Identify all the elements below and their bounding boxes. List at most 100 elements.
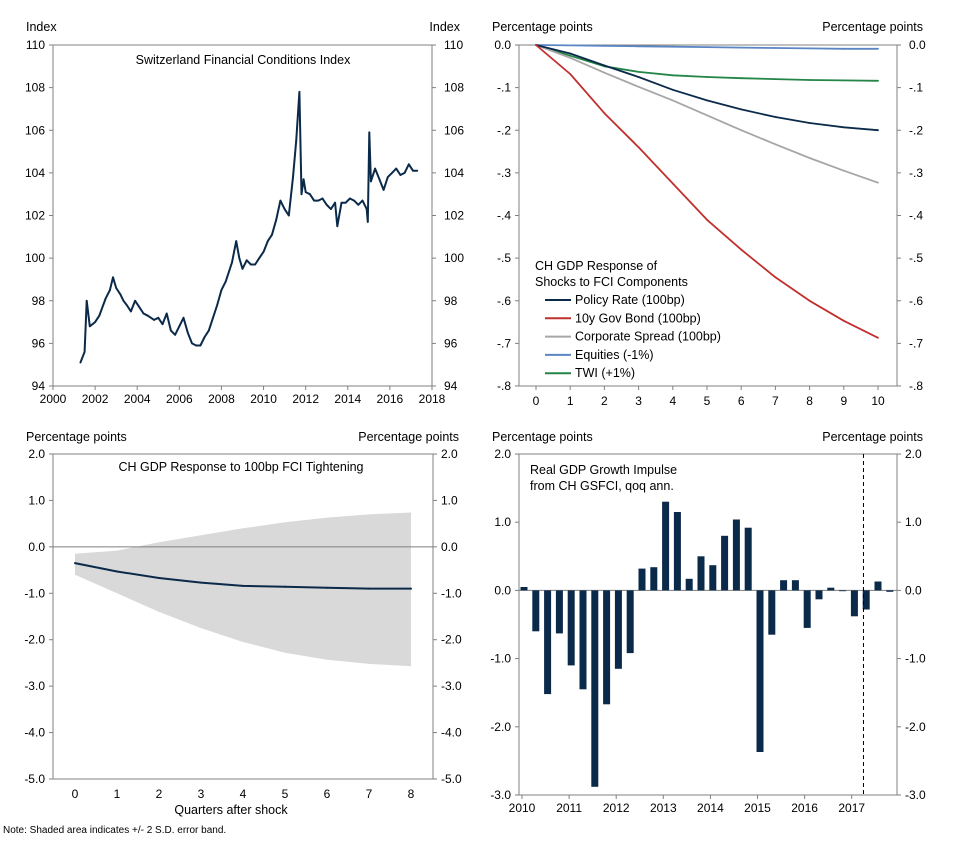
fci-data-point (178, 325, 181, 328)
tightening-y-tick-label: -4.0 (24, 726, 45, 740)
fci-data-point (122, 299, 125, 302)
components-data-point (740, 248, 743, 251)
response-data-point (158, 577, 160, 579)
legend-entry-label: Policy Rate (100bp) (575, 293, 685, 307)
fci-data-point (275, 218, 278, 221)
components-data-point (637, 45, 640, 48)
impulse-y-tick-label: 1.0 (494, 515, 511, 529)
components-y-tick-label: -.6 (497, 294, 511, 308)
components-data-point (569, 73, 572, 75)
impulse-y-tick-label: -1.0 (490, 652, 511, 666)
impulse-bar (721, 535, 729, 591)
fci-y-tick-label-right: 106 (444, 123, 464, 137)
components-left-unit: Percentage points (492, 20, 593, 34)
components-y-tick-label: -.7 (497, 336, 511, 350)
fci-data-point (317, 199, 320, 202)
impulse-bar (803, 590, 811, 628)
fci-y-tick-label: 94 (32, 379, 46, 393)
components-data-point (706, 46, 708, 48)
fci-data-point (374, 167, 376, 170)
fci-data-point (254, 263, 256, 266)
fci-data-point (361, 199, 364, 202)
tightening-y-tick-label-right: -1.0 (441, 586, 462, 600)
components-data-point (671, 99, 674, 102)
components-data-point (671, 182, 674, 185)
tightening-y-tick-label: 1.0 (28, 493, 45, 507)
fci-right-unit: Index (429, 20, 460, 34)
fci-data-point (112, 276, 114, 279)
components-x-tick-label: 8 (806, 394, 813, 408)
fci-data-point (153, 319, 156, 321)
tightening-x-tick-label: 0 (72, 787, 79, 801)
components-series-line (535, 44, 879, 132)
impulse-bar (756, 590, 764, 752)
impulse-bar (732, 519, 740, 591)
components-data-point (740, 129, 743, 132)
tightening-y-tick-label: -5.0 (24, 772, 45, 786)
fci-y-tick-label-right: 104 (444, 166, 464, 180)
fci-data-point (378, 178, 381, 181)
components-y-tick-label-right: -.5 (909, 251, 923, 265)
fci-data-point (266, 240, 269, 243)
response-data-point (368, 587, 370, 590)
components-data-point (706, 99, 708, 102)
fci-y-tick-label-right: 108 (444, 81, 464, 95)
impulse-bar (697, 556, 705, 591)
components-data-point (569, 54, 572, 57)
response-data-point (242, 584, 244, 587)
impulse-bar (591, 590, 599, 787)
fci-data-point (170, 329, 172, 332)
fci-data-point (191, 342, 193, 345)
components-data-point (877, 336, 879, 339)
components-data-point (637, 85, 640, 88)
impulse-bar (626, 590, 634, 654)
impulse-bar (673, 512, 681, 591)
impulse-bar (544, 590, 552, 695)
fci-y-tick-label-right: 98 (444, 294, 458, 308)
legend-entry-label: 10y Gov Bond (100bp) (575, 311, 701, 325)
tightening-y-tick-label-right: 1.0 (441, 493, 458, 507)
components-y-tick-label-right: -.4 (909, 209, 923, 223)
components-data-point (637, 76, 640, 78)
fci-y-tick-label: 96 (32, 336, 46, 350)
impulse-y-tick-label-right: -3.0 (905, 788, 926, 802)
fci-data-point (368, 131, 371, 134)
tightening-x-label: Quarters after shock (174, 803, 288, 817)
fci-data-point (353, 199, 355, 202)
fci-data-point (386, 176, 389, 179)
fci-data-point (199, 344, 202, 347)
fci-data-point (271, 233, 273, 236)
impulse-bar (638, 568, 646, 591)
fci-data-point (287, 214, 290, 217)
legend-title-line-2: Shocks to FCI Components (535, 275, 688, 289)
tightening-x-tick-label: 5 (282, 787, 289, 801)
impulse-x-tick-label: 2016 (791, 801, 818, 815)
fci-x-tick-label: 2006 (166, 392, 193, 406)
components-data-point (603, 45, 606, 47)
impulse-bar (650, 567, 658, 591)
components-data-point (637, 146, 640, 149)
components-y-tick-label-right: -.1 (909, 81, 923, 95)
panel-fci-components: Percentage points Percentage points -.8 -… (492, 20, 926, 408)
tightening-x-tick-label: 4 (240, 787, 247, 801)
impulse-bar (744, 527, 752, 591)
components-y-tick-label: 0.0 (494, 38, 511, 52)
fci-data-point (292, 176, 294, 179)
fci-data-point (340, 201, 343, 204)
fci-x-tick-label: 2012 (292, 392, 319, 406)
components-data-point (842, 319, 845, 322)
impulse-bar (685, 578, 693, 591)
tightening-left-unit: Percentage points (26, 430, 127, 444)
fci-data-point (382, 189, 385, 191)
components-series-line (535, 44, 879, 82)
impulse-x-tick-label: 2010 (509, 801, 536, 815)
tightening-y-tick-label: -3.0 (24, 679, 45, 693)
fci-data-point (138, 306, 141, 308)
components-data-point (842, 126, 845, 129)
tightening-y-tick-label-right: 0.0 (441, 540, 458, 554)
components-right-unit: Percentage points (822, 20, 923, 34)
components-y-tick-label: -.1 (497, 81, 511, 95)
fci-data-point (295, 140, 298, 142)
fci-data-point (313, 199, 315, 202)
components-legend: CH GDP Response of Shocks to FCI Compone… (535, 259, 721, 380)
